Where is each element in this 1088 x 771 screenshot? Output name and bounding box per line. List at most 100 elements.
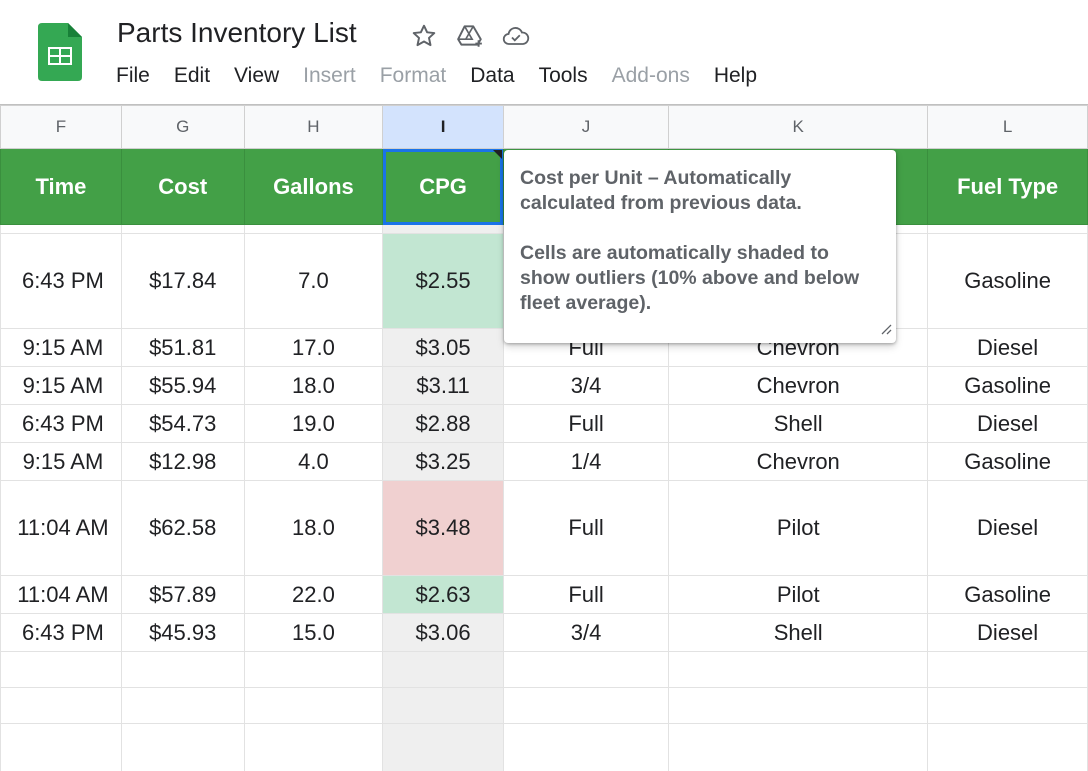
- cell[interactable]: [503, 652, 668, 688]
- cell[interactable]: [928, 688, 1088, 724]
- cell-cpg[interactable]: $3.11: [383, 367, 504, 405]
- cell[interactable]: [1, 652, 122, 688]
- menu-view[interactable]: View: [234, 64, 279, 88]
- cell-fuel[interactable]: Diesel: [928, 481, 1088, 576]
- cell[interactable]: [1, 225, 122, 234]
- cell-time[interactable]: 6:43 PM: [1, 614, 122, 652]
- cell[interactable]: [669, 652, 928, 688]
- cell[interactable]: [244, 652, 383, 688]
- cell-gallons[interactable]: 18.0: [244, 481, 383, 576]
- cell[interactable]: [244, 225, 383, 234]
- column-header-i[interactable]: I: [383, 106, 504, 149]
- cell-fuel[interactable]: Diesel: [928, 329, 1088, 367]
- cell-cost[interactable]: $55.94: [121, 367, 244, 405]
- header-time[interactable]: Time: [1, 149, 122, 225]
- header-cost[interactable]: Cost: [121, 149, 244, 225]
- cell[interactable]: [669, 688, 928, 724]
- cell[interactable]: [244, 688, 383, 724]
- cell-gallons[interactable]: 22.0: [244, 576, 383, 614]
- cell-level[interactable]: Full: [503, 481, 668, 576]
- cell[interactable]: [503, 724, 668, 771]
- menu-format[interactable]: Format: [380, 64, 447, 88]
- cell-station[interactable]: Pilot: [669, 481, 928, 576]
- column-header-j[interactable]: J: [503, 106, 668, 149]
- cell[interactable]: [383, 724, 504, 771]
- cell-fuel[interactable]: Gasoline: [928, 367, 1088, 405]
- resize-handle-icon[interactable]: [878, 321, 892, 340]
- cell-cost[interactable]: $51.81: [121, 329, 244, 367]
- cell-note-popup[interactable]: Cost per Unit – Automatically calculated…: [504, 150, 896, 343]
- cloud-saved-icon[interactable]: [500, 20, 532, 52]
- cell-fuel[interactable]: Gasoline: [928, 576, 1088, 614]
- cell[interactable]: [383, 652, 504, 688]
- cell[interactable]: [928, 724, 1088, 771]
- cell-cpg[interactable]: $3.48: [383, 481, 504, 576]
- cell-cost[interactable]: $62.58: [121, 481, 244, 576]
- cell-fuel[interactable]: Diesel: [928, 405, 1088, 443]
- header-cpg[interactable]: CPG: [383, 149, 504, 225]
- cell-station[interactable]: Chevron: [669, 443, 928, 481]
- document-title[interactable]: Parts Inventory List: [117, 17, 357, 49]
- cell-time[interactable]: 11:04 AM: [1, 481, 122, 576]
- cell[interactable]: [121, 724, 244, 771]
- cell[interactable]: [669, 724, 928, 771]
- cell-cost[interactable]: $17.84: [121, 234, 244, 329]
- cell[interactable]: [244, 724, 383, 771]
- column-header-g[interactable]: G: [121, 106, 244, 149]
- star-icon[interactable]: [408, 20, 440, 52]
- cell-level[interactable]: 3/4: [503, 367, 668, 405]
- cell-station[interactable]: Shell: [669, 405, 928, 443]
- column-header-l[interactable]: L: [928, 106, 1088, 149]
- cell[interactable]: [121, 652, 244, 688]
- cell-station[interactable]: Shell: [669, 614, 928, 652]
- note-text[interactable]: Cost per Unit – Automatically calculated…: [520, 166, 880, 316]
- cell-gallons[interactable]: 18.0: [244, 367, 383, 405]
- menu-help[interactable]: Help: [714, 64, 757, 88]
- cell-cost[interactable]: $54.73: [121, 405, 244, 443]
- cell-time[interactable]: 9:15 AM: [1, 367, 122, 405]
- header-fuel-type[interactable]: Fuel Type: [928, 149, 1088, 225]
- cell-cost[interactable]: $45.93: [121, 614, 244, 652]
- cell-cpg[interactable]: $2.63: [383, 576, 504, 614]
- cell-level[interactable]: 1/4: [503, 443, 668, 481]
- cell-fuel[interactable]: Diesel: [928, 614, 1088, 652]
- menu-data[interactable]: Data: [470, 64, 514, 88]
- cell-cpg[interactable]: $2.55: [383, 234, 504, 329]
- cell-level[interactable]: Full: [503, 576, 668, 614]
- cell-gallons[interactable]: 15.0: [244, 614, 383, 652]
- cell[interactable]: [383, 688, 504, 724]
- cell-cpg[interactable]: $3.25: [383, 443, 504, 481]
- menu-edit[interactable]: Edit: [174, 64, 210, 88]
- cell-station[interactable]: Chevron: [669, 367, 928, 405]
- cell[interactable]: [121, 688, 244, 724]
- cell-gallons[interactable]: 7.0: [244, 234, 383, 329]
- menu-tools[interactable]: Tools: [539, 64, 588, 88]
- cell-cost[interactable]: $12.98: [121, 443, 244, 481]
- column-header-h[interactable]: H: [244, 106, 383, 149]
- menu-insert[interactable]: Insert: [303, 64, 356, 88]
- cell-fuel[interactable]: Gasoline: [928, 443, 1088, 481]
- cell[interactable]: [1, 724, 122, 771]
- cell-cpg[interactable]: $3.06: [383, 614, 504, 652]
- header-gallons[interactable]: Gallons: [244, 149, 383, 225]
- cell-gallons[interactable]: 17.0: [244, 329, 383, 367]
- cell-cpg[interactable]: $2.88: [383, 405, 504, 443]
- cell-gallons[interactable]: 4.0: [244, 443, 383, 481]
- menu-file[interactable]: File: [116, 64, 150, 88]
- cell-time[interactable]: 9:15 AM: [1, 329, 122, 367]
- sheets-logo-icon[interactable]: [38, 23, 82, 86]
- column-header-f[interactable]: F: [1, 106, 122, 149]
- cell[interactable]: [928, 652, 1088, 688]
- cell[interactable]: [383, 225, 504, 234]
- cell-cost[interactable]: $57.89: [121, 576, 244, 614]
- cell-time[interactable]: 6:43 PM: [1, 405, 122, 443]
- cell[interactable]: [121, 225, 244, 234]
- cell-fuel[interactable]: Gasoline: [928, 234, 1088, 329]
- cell-gallons[interactable]: 19.0: [244, 405, 383, 443]
- cell-station[interactable]: Pilot: [669, 576, 928, 614]
- cell-time[interactable]: 6:43 PM: [1, 234, 122, 329]
- cell[interactable]: [503, 688, 668, 724]
- cell[interactable]: [928, 225, 1088, 234]
- cell-cpg[interactable]: $3.05: [383, 329, 504, 367]
- cell-time[interactable]: 11:04 AM: [1, 576, 122, 614]
